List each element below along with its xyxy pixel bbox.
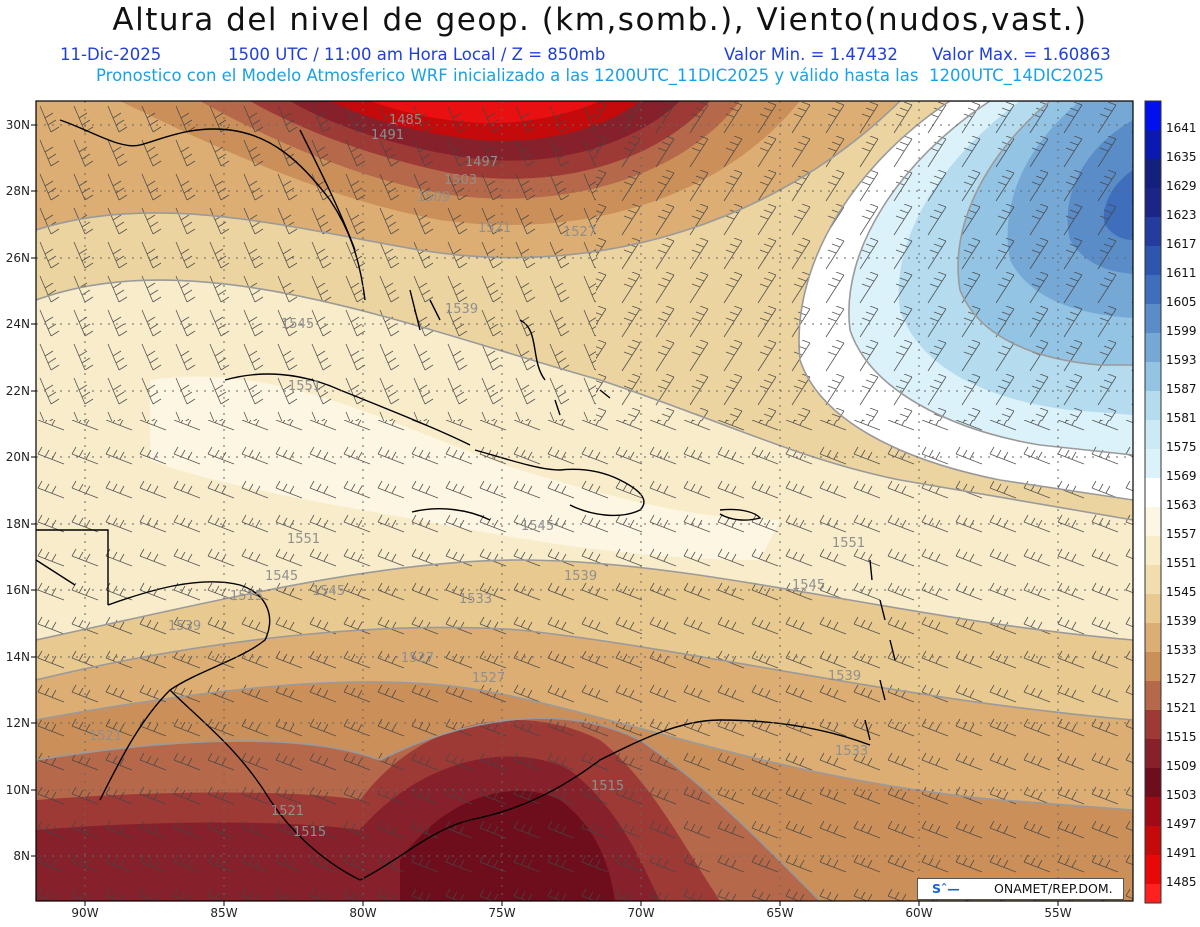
contour-label: 1539 <box>168 619 201 634</box>
colorbar-label: 1503 <box>1166 788 1197 802</box>
contour-label: 1551 <box>288 379 321 394</box>
min-value: Valor Min. = 1.47432 <box>724 45 898 64</box>
colorbar-label: 1485 <box>1166 875 1197 889</box>
coastlines <box>36 119 896 881</box>
lat-label: 10N <box>5 783 30 797</box>
contour-label: 1539 <box>445 302 478 317</box>
lat-label: 18N <box>5 517 30 531</box>
onamet-logo-box: Sˆ— ONAMET/REP.DOM. <box>917 878 1124 900</box>
forecast-date: 11-Dic-2025 <box>60 45 162 64</box>
contour-label: 1497 <box>465 155 498 170</box>
contour-label: 1545 <box>312 584 345 599</box>
contour-label: 1521 <box>478 221 511 236</box>
lat-label: 28N <box>5 184 30 198</box>
max-value: Valor Max. = 1.60863 <box>932 45 1111 64</box>
contour-label: 1551 <box>832 536 865 551</box>
lon-label: 90W <box>71 906 99 920</box>
contour-label: 1533 <box>459 592 492 607</box>
colorbar-label: 1569 <box>1166 469 1197 483</box>
contour-label: 1539 <box>828 669 861 684</box>
lon-label: 75W <box>488 906 516 920</box>
lat-label: 20N <box>5 450 30 464</box>
colorbar-label: 1545 <box>1166 585 1197 599</box>
colorbar-label: 1551 <box>1166 556 1197 570</box>
colorbar-label: 1635 <box>1166 150 1197 164</box>
forecast-time-level: 1500 UTC / 11:00 am Hora Local / Z = 850… <box>228 45 606 64</box>
contour-label: 1527 <box>563 225 596 240</box>
colorbar-label: 1539 <box>1166 614 1197 628</box>
contour-label: 1545 <box>281 317 314 332</box>
lat-lon-grid <box>36 101 1133 901</box>
contour-label: 1503 <box>444 173 477 188</box>
contour-label: 1545 <box>521 519 554 534</box>
contour-label: 1521 <box>89 729 122 744</box>
contour-label: 1491 <box>371 128 404 143</box>
colorbar-label: 1557 <box>1166 527 1197 541</box>
geopotential-shading <box>36 101 1133 901</box>
contour-label: 1515 <box>591 779 624 794</box>
lat-label: 8N <box>13 849 30 863</box>
contour-label: 1509 <box>417 190 450 205</box>
colorbar-label: 1575 <box>1166 440 1197 454</box>
lat-label: 26N <box>5 251 30 265</box>
colorbar-label: 1527 <box>1166 672 1197 686</box>
colorbar-label: 1509 <box>1166 759 1197 773</box>
lon-label: 60W <box>905 906 933 920</box>
colorbar-label: 1533 <box>1166 643 1197 657</box>
contour-label: 1545 <box>792 578 825 593</box>
colorbar-label: 1605 <box>1166 295 1197 309</box>
onamet-credit: ONAMET/REP.DOM. <box>994 881 1113 896</box>
contour-label-group: 1485 1491 1497 1503 1509 1521 1527 1539 … <box>89 113 868 840</box>
colorbar-label: 1563 <box>1166 498 1197 512</box>
contour-label: 1527 <box>401 651 434 666</box>
axis-ticks <box>31 124 1059 906</box>
subtitle-line-1: 11-Dic-2025 1500 UTC / 11:00 am Hora Loc… <box>0 45 1200 65</box>
contour-label: 1539 <box>564 569 597 584</box>
lon-label: 80W <box>349 906 377 920</box>
colorbar-label: 1641 <box>1166 121 1197 135</box>
map-frame <box>35 100 1134 902</box>
lat-label: 30N <box>5 118 30 132</box>
lon-label: 55W <box>1044 906 1072 920</box>
colorbar-label: 1521 <box>1166 701 1197 715</box>
lon-label: 65W <box>766 906 794 920</box>
colorbar-label: 1593 <box>1166 353 1197 367</box>
colorbar-label: 1617 <box>1166 237 1197 251</box>
contour-label: 1545 <box>265 569 298 584</box>
contour-label: 1485 <box>389 113 422 128</box>
lon-label: 70W <box>627 906 655 920</box>
lat-label: 12N <box>5 716 30 730</box>
contour-label: 1533 <box>835 744 868 759</box>
lat-label: 24N <box>5 317 30 331</box>
colorbar-label: 1587 <box>1166 382 1197 396</box>
contour-lines <box>36 101 1133 901</box>
colorbar-label: 1599 <box>1166 324 1197 338</box>
lat-label: 14N <box>5 650 30 664</box>
lon-label: 85W <box>210 906 238 920</box>
colorbar-label: 1611 <box>1166 266 1197 280</box>
colorbar-label: 1491 <box>1166 846 1197 860</box>
lat-label: 16N <box>5 583 30 597</box>
colorbar-label: 1629 <box>1166 179 1197 193</box>
onamet-logo-icon: Sˆ— <box>932 881 960 896</box>
contour-label: 1521 <box>271 804 304 819</box>
colorbar-label: 1515 <box>1166 730 1197 744</box>
model-info: Pronostico con el Modelo Atmosferico WRF… <box>96 66 1104 85</box>
lat-label: 22N <box>5 384 30 398</box>
contour-label: 1515 <box>293 825 326 840</box>
colorbar <box>1144 100 1162 904</box>
contour-label: 1527 <box>472 671 505 686</box>
contour-label: 1515 <box>230 589 263 604</box>
colorbar-label: 1497 <box>1166 817 1197 831</box>
contour-label: 1551 <box>287 532 320 547</box>
map-title: Altura del nivel de geop. (km,somb.), Vi… <box>112 2 1088 38</box>
colorbar-label: 1581 <box>1166 411 1197 425</box>
colorbar-label: 1623 <box>1166 208 1197 222</box>
